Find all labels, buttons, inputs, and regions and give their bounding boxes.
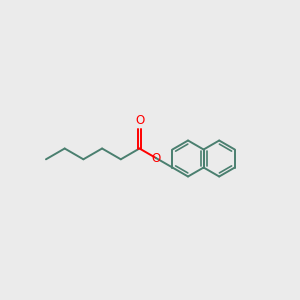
Text: O: O [151, 152, 160, 164]
Text: O: O [135, 114, 144, 127]
